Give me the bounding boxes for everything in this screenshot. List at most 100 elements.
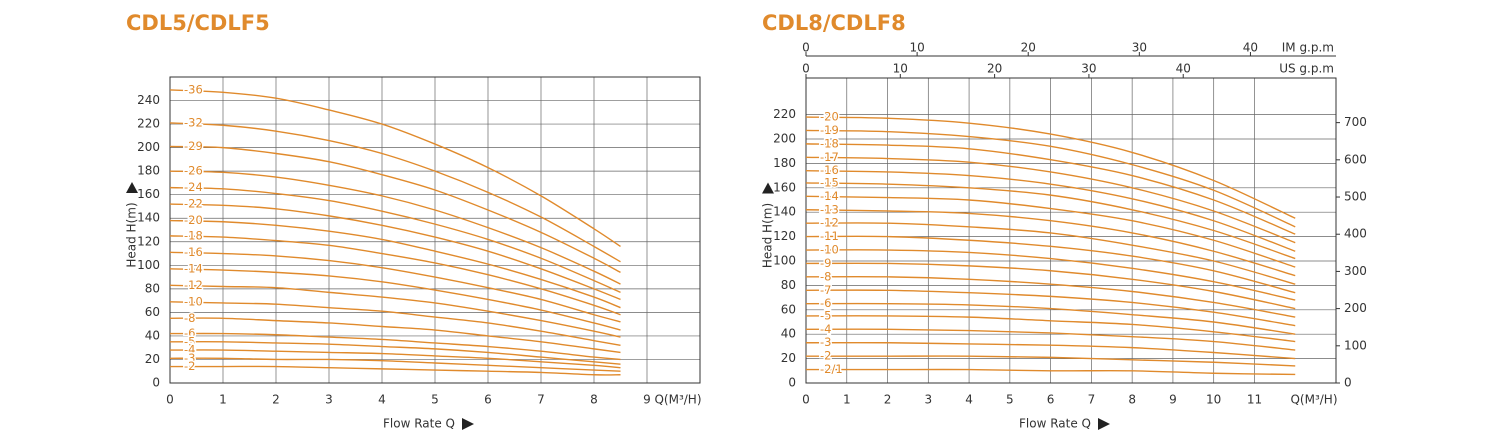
y2-tick-label: 300 xyxy=(1344,264,1367,278)
pump-curve xyxy=(169,284,621,338)
y-tick-label: 0 xyxy=(788,376,796,390)
plot-frame xyxy=(169,76,701,384)
curve-label: -24 xyxy=(184,180,203,194)
x-tick-label: 3 xyxy=(924,393,932,407)
x2-tick-label: 30 xyxy=(1132,41,1147,55)
pump-curve xyxy=(169,170,621,285)
x3-tick-label: 30 xyxy=(1081,62,1096,76)
x-unit-label: Q(M³/H) xyxy=(654,393,701,407)
x3-tick-label: 10 xyxy=(893,62,908,76)
y-tick-label: 40 xyxy=(781,327,796,341)
y-tick-label: 0 xyxy=(152,376,160,390)
x3-tick-label: 40 xyxy=(1176,62,1191,76)
x2-tick-label: 40 xyxy=(1243,41,1258,55)
y-tick-label: 220 xyxy=(137,117,160,131)
y-tick-label: 100 xyxy=(773,254,796,268)
y-tick-label: 200 xyxy=(137,140,160,154)
x-tick-label: 5 xyxy=(431,393,439,407)
y2-tick-label: 700 xyxy=(1344,115,1367,129)
x2-tick-label: 0 xyxy=(802,41,810,55)
pump-curve xyxy=(805,328,1296,351)
pump-curve xyxy=(805,209,1296,277)
y2-tick-label: 600 xyxy=(1344,152,1367,166)
pump-curve xyxy=(170,365,621,376)
x-tick-label: 4 xyxy=(965,393,973,407)
curve-label: -5 xyxy=(820,308,831,322)
pump-curve xyxy=(805,129,1296,228)
x2-axis-label: IM g.p.m xyxy=(1282,41,1334,55)
curve-label: -26 xyxy=(184,164,203,178)
y2-tick-label: 100 xyxy=(1344,338,1367,352)
pump-curve xyxy=(169,145,621,273)
x-axis-arrow xyxy=(462,418,474,430)
x-tick-label: 9 xyxy=(1169,393,1177,407)
pump-curve xyxy=(169,341,621,365)
pump-curve xyxy=(805,182,1296,260)
pump-curve xyxy=(169,203,621,301)
pump-curve xyxy=(169,268,621,331)
x-tick-label: 2 xyxy=(272,393,280,407)
x-axis-arrow xyxy=(1098,418,1110,430)
x-tick-label: 1 xyxy=(219,393,227,407)
curve-label: -20 xyxy=(820,110,839,124)
y-tick-label: 200 xyxy=(773,132,796,146)
chart-title: CDL5/CDLF5 xyxy=(126,11,270,35)
y-tick-label: 20 xyxy=(781,351,796,365)
x3-tick-label: 0 xyxy=(802,62,810,76)
x-tick-label: 1 xyxy=(843,393,851,407)
y-tick-label: 40 xyxy=(145,328,160,342)
chart-title: CDL8/CDLF8 xyxy=(762,11,906,35)
x-tick-label: 7 xyxy=(537,393,545,407)
y-tick-label: 160 xyxy=(773,180,796,194)
pump-curve xyxy=(805,156,1296,244)
curve-label: -13 xyxy=(820,202,839,216)
curve-label: -8 xyxy=(820,269,831,283)
pump-curve xyxy=(806,368,1296,376)
x3-axis-label: US g.p.m xyxy=(1279,62,1334,76)
curve-label: -12 xyxy=(184,278,203,292)
x-tick-label: 8 xyxy=(1128,393,1136,407)
curve-label: -2/1 xyxy=(820,362,843,376)
pump-curve xyxy=(169,349,621,369)
y-tick-label: 100 xyxy=(137,258,160,272)
pump-curve xyxy=(805,289,1296,327)
curve-label: -22 xyxy=(184,197,203,211)
pump-curve xyxy=(169,357,621,372)
pump-curve xyxy=(805,275,1296,318)
y-tick-label: 180 xyxy=(773,156,796,170)
curve-label: -16 xyxy=(184,245,203,259)
curve-label: -29 xyxy=(184,139,203,153)
curve-label: -10 xyxy=(184,294,203,308)
curve-label: -2 xyxy=(820,349,831,363)
x-tick-label: 6 xyxy=(484,393,492,407)
curve-label: -36 xyxy=(184,82,203,96)
curve-label: -3 xyxy=(820,335,831,349)
pump-curve xyxy=(805,116,1296,219)
y-axis-label: Head H(m) xyxy=(125,202,139,267)
pump-curve xyxy=(169,332,621,361)
x-tick-label: 10 xyxy=(1206,393,1221,407)
curve-label: -3 xyxy=(184,351,195,365)
y2-tick-label: 0 xyxy=(1344,376,1352,390)
x-tick-label: 0 xyxy=(166,393,174,407)
x-tick-label: 6 xyxy=(1047,393,1055,407)
x-tick-label: 8 xyxy=(590,393,598,407)
curve-label: -14 xyxy=(184,261,203,275)
y-tick-label: 240 xyxy=(137,93,160,107)
x-tick-label: 2 xyxy=(884,393,892,407)
curve-label: -9 xyxy=(820,256,831,270)
curve-label: -4 xyxy=(820,322,831,336)
y-tick-label: 220 xyxy=(773,107,796,121)
x-tick-label: 3 xyxy=(325,393,333,407)
plot-frame xyxy=(805,77,1337,384)
pump-curve xyxy=(805,235,1296,294)
y-tick-label: 180 xyxy=(137,164,160,178)
curve-label: -11 xyxy=(820,229,839,243)
y-tick-label: 80 xyxy=(781,278,796,292)
x-tick-label: 5 xyxy=(1006,393,1014,407)
pump-curve xyxy=(805,341,1296,360)
y-tick-label: 140 xyxy=(773,205,796,219)
y-axis-label: Head H(m) xyxy=(761,203,775,268)
pump-curve xyxy=(805,222,1296,285)
